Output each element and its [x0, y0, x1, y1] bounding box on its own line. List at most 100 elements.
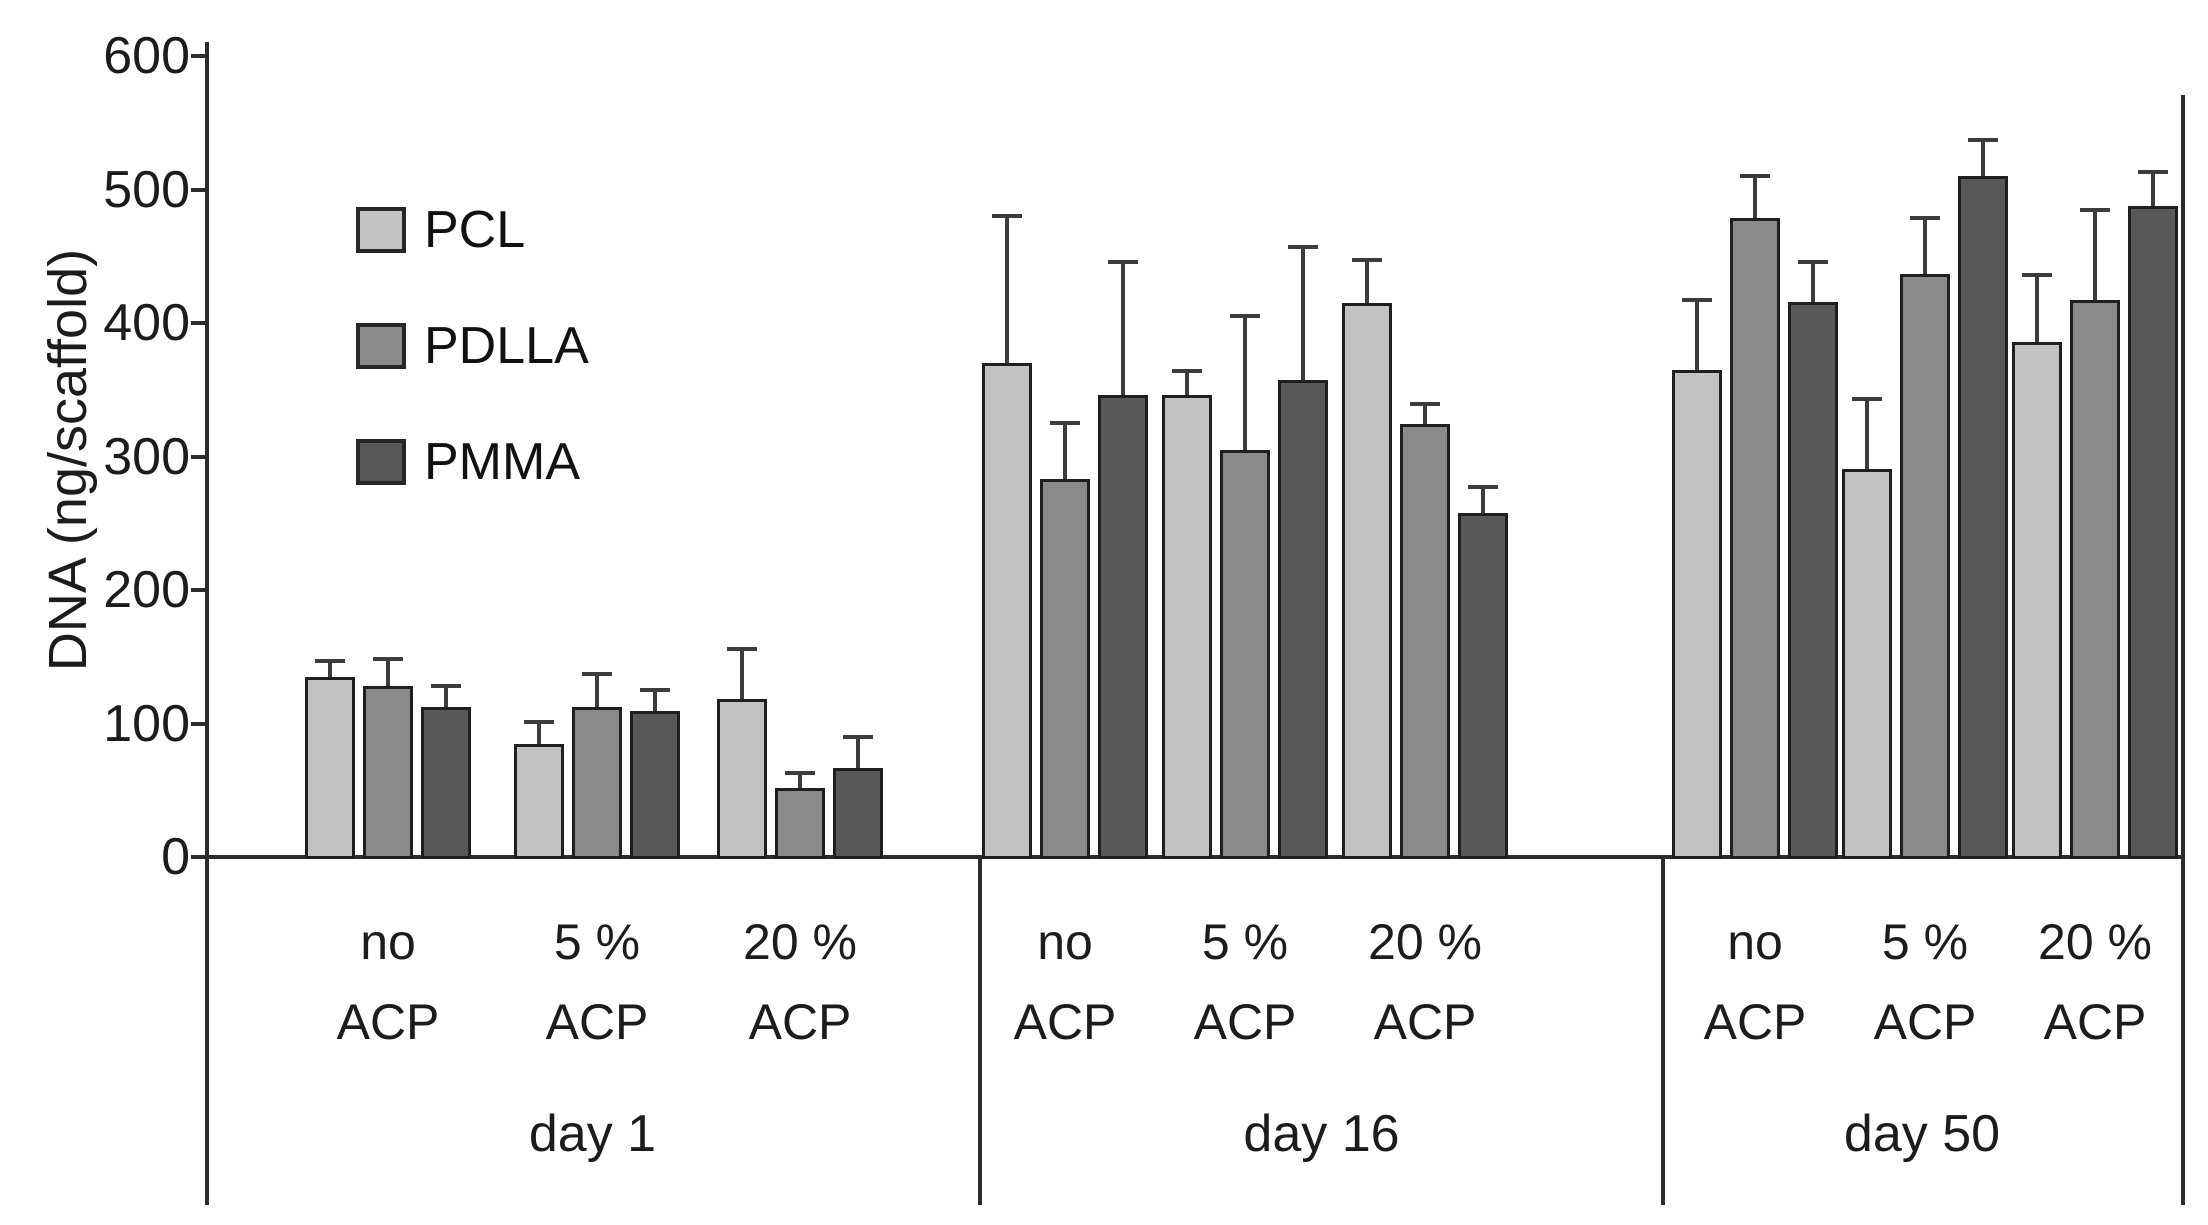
x-subgroup-label-line: 5 %	[1881, 914, 1969, 970]
y-tick-label: 500	[103, 160, 190, 219]
error-bar-cap-pdlla	[582, 672, 612, 677]
y-axis-tick	[191, 321, 205, 325]
bar-pmma-group2-sub3	[1458, 512, 1508, 859]
y-axis-tick	[191, 588, 205, 592]
error-bar-cap-pcl	[1352, 258, 1382, 263]
legend-label-pdlla: PDLLA	[424, 317, 589, 375]
y-tick-label: 600	[103, 27, 190, 85]
x-subgroup-label-line: ACP	[336, 994, 440, 1050]
x-group-label-day-16: day 16	[1243, 1105, 1400, 1163]
y-tick-label: 300	[103, 427, 190, 486]
legend-swatch-pdlla	[356, 323, 406, 369]
error-bar-cap-pmma	[843, 734, 873, 739]
error-bar-cap-pdlla	[1050, 421, 1080, 426]
bar-pdlla-group1-sub1	[363, 686, 413, 859]
legend-item-pdlla: PDLLA	[356, 288, 589, 404]
bar-pdlla-group2-sub2	[1220, 449, 1270, 859]
y-tick-label: 400	[103, 294, 190, 352]
bar-pdlla-group3-sub3	[2070, 300, 2120, 859]
x-subgroup-label-line: ACP	[1703, 994, 1807, 1050]
y-axis-tick	[191, 54, 205, 58]
legend-label-pcl: PCL	[424, 201, 526, 259]
bar-pmma-group1-sub2	[630, 711, 680, 859]
x-subgroup-label-line: 20 %	[1368, 914, 1482, 970]
bar-pcl-group1-sub3	[717, 699, 767, 859]
x-subgroup-label-line: ACP	[1373, 994, 1477, 1050]
x-subgroup-label: no ACP	[268, 902, 508, 1062]
bar-pmma-group3-sub2	[1958, 176, 2008, 859]
x-subgroup-label-line: ACP	[748, 994, 852, 1050]
error-bar-cap-pdlla	[373, 657, 403, 662]
error-bar-cap-pmma	[2138, 170, 2168, 175]
error-bar-cap-pdlla	[1410, 402, 1440, 407]
x-subgroup-label-line: 20 %	[743, 914, 857, 970]
x-subgroup-label: no ACP	[945, 902, 1185, 1062]
bar-pcl-group2-sub3	[1342, 302, 1392, 859]
error-bar-cap-pcl	[1172, 369, 1202, 374]
legend: PCL PDLLA PMMA	[356, 172, 589, 520]
x-group-label-day-1: day 1	[528, 1105, 657, 1163]
error-bar-cap-pcl	[315, 658, 345, 663]
x-subgroup-label-line: ACP	[2043, 994, 2147, 1050]
x-subgroup-label-line: ACP	[1193, 994, 1297, 1050]
bar-pdlla-group3-sub2	[1900, 273, 1950, 859]
error-bar-cap-pcl	[1852, 397, 1882, 402]
bar-pcl-group1-sub2	[514, 743, 564, 859]
bar-pmma-group1-sub3	[833, 767, 883, 859]
category-separator-line	[1661, 857, 1665, 1205]
x-subgroup-label: 20 % ACP	[1975, 902, 2208, 1062]
bar-pmma-group2-sub2	[1278, 380, 1328, 859]
error-bar-cap-pmma	[431, 684, 461, 689]
x-subgroup-label: 20 % ACP	[1305, 902, 1545, 1062]
legend-item-pmma: PMMA	[356, 404, 589, 520]
y-axis-tick	[191, 721, 205, 726]
error-bar-cap-pdlla	[1740, 174, 1770, 179]
error-bar-cap-pcl	[727, 646, 757, 651]
x-subgroup-label: 5 % ACP	[1805, 902, 2045, 1062]
x-subgroup-label-line: no	[360, 914, 416, 970]
error-bar-cap-pcl	[992, 214, 1022, 219]
bar-pdlla-group1-sub3	[775, 787, 825, 859]
legend-swatch-pmma	[356, 439, 406, 485]
error-bar-cap-pcl	[2022, 272, 2052, 277]
bar-pmma-group3-sub1	[1788, 301, 1838, 859]
error-bar-cap-pmma	[1288, 244, 1318, 249]
y-axis-line	[205, 42, 209, 1205]
x-subgroup-label-line: ACP	[1873, 994, 1977, 1050]
legend-swatch-pcl	[356, 207, 406, 253]
bar-pcl-group3-sub3	[2012, 341, 2062, 859]
error-bar-cap-pdlla	[2080, 207, 2110, 212]
x-subgroup-label: 5 % ACP	[1125, 902, 1365, 1062]
bar-pdlla-group1-sub2	[572, 707, 622, 859]
bar-pmma-group2-sub1	[1098, 395, 1148, 859]
y-tick-label: 0	[161, 828, 190, 886]
bar-pdlla-group3-sub1	[1730, 217, 1780, 859]
y-axis-tick	[191, 454, 205, 459]
error-bar-cap-pmma	[1468, 485, 1498, 490]
plot-right-border-line	[2181, 95, 2185, 1205]
error-bar-cap-pdlla	[785, 770, 815, 775]
y-tick-label: 100	[103, 694, 190, 753]
bar-pmma-group3-sub3	[2128, 205, 2178, 859]
x-subgroup-label-line: no	[1727, 914, 1783, 970]
bar-pcl-group2-sub2	[1162, 395, 1212, 859]
error-bar-cap-pcl	[524, 720, 554, 725]
x-subgroup-label-line: 5 %	[1201, 914, 1289, 970]
x-subgroup-label-line: ACP	[1013, 994, 1117, 1050]
legend-label-pmma: PMMA	[424, 433, 580, 491]
x-subgroup-label: 5 % ACP	[477, 902, 717, 1062]
error-bar-cap-pmma	[640, 688, 670, 693]
x-group-label-day-50: day 50	[1843, 1105, 2001, 1163]
bar-pdlla-group2-sub3	[1400, 424, 1450, 859]
error-bar-cap-pmma	[1968, 138, 1998, 143]
x-subgroup-label: 20 % ACP	[680, 902, 920, 1062]
x-subgroup-label-line: 5 %	[553, 914, 641, 970]
category-separator-line	[978, 857, 982, 1205]
bar-pcl-group2-sub1	[982, 363, 1032, 859]
x-subgroup-label: no ACP	[1635, 902, 1875, 1062]
y-tick-label: 200	[103, 561, 190, 619]
bar-pdlla-group2-sub1	[1040, 479, 1090, 859]
legend-item-pcl: PCL	[356, 172, 589, 288]
